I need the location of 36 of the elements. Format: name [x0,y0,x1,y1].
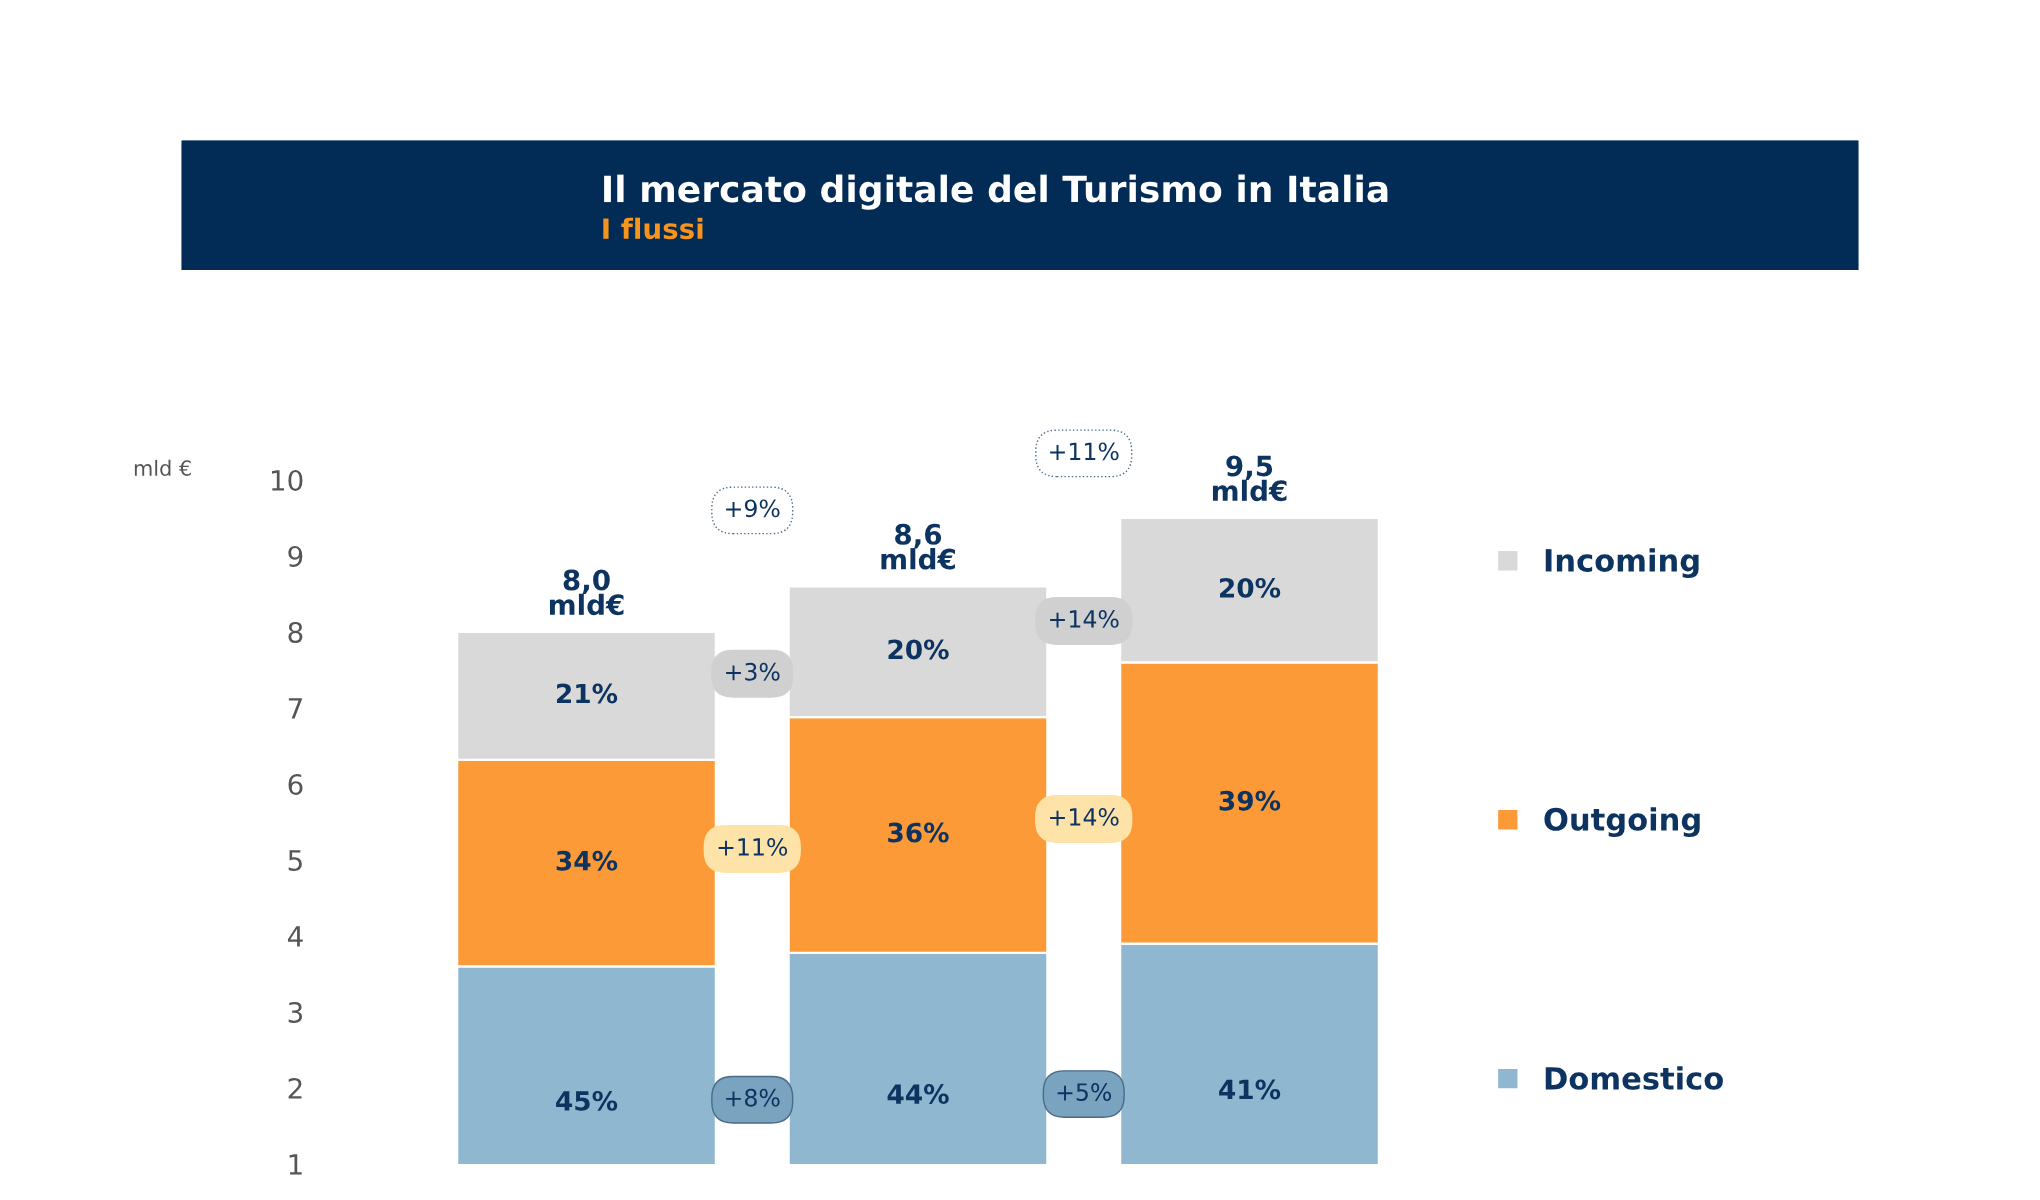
annotation: +14% [1050,609,1119,628]
annotation: +14% [1050,807,1119,826]
annotation: 39% [1219,790,1281,811]
chart-subtitle: I flussi [603,217,703,240]
annotation: 20% [888,639,949,660]
total-label: 8,6 mld€ [881,523,955,570]
legend-label: Incoming [1545,548,1699,579]
legend-label: Outgoing [1544,807,1700,838]
y-tick-label: 8 [288,621,303,643]
y-axis-title: mld € [134,459,191,476]
y-tick-label: 5 [288,850,302,871]
annotation: +3% [726,662,780,681]
y-tick-label: 6 [288,773,303,795]
y-tick-label: 10 [271,469,303,491]
annotation: 41% [1219,1079,1281,1100]
annotation: 34% [556,850,618,871]
total-label: 9,5 mld€ [1212,455,1287,502]
text: +11% [1050,442,1119,461]
annotation: 36% [888,822,949,843]
annotation: 20% [1220,577,1281,598]
y-tick-label: 7 [288,698,302,719]
y-tick-label: 2 [288,1077,302,1099]
annotation: 45% [556,1090,618,1111]
annotation: +9% [726,499,780,518]
legend-label: Domestico [1545,1066,1723,1090]
y-tick-label: 9 [288,545,303,567]
annotation: +8% [726,1088,780,1107]
y-tick-label: 3 [288,1001,303,1023]
y-tick-label: 4 [287,926,303,947]
annotation: +11% [718,837,788,856]
annotation: 44% [887,1084,949,1105]
y-tick-label: 1 [289,1154,302,1175]
chart-title: Il mercato digitale del Turismo in Italia [604,174,1388,210]
total-label: 8,0 mld€ [549,569,624,616]
annotation: 21% [557,683,618,704]
annotation: +5% [1057,1083,1112,1101]
